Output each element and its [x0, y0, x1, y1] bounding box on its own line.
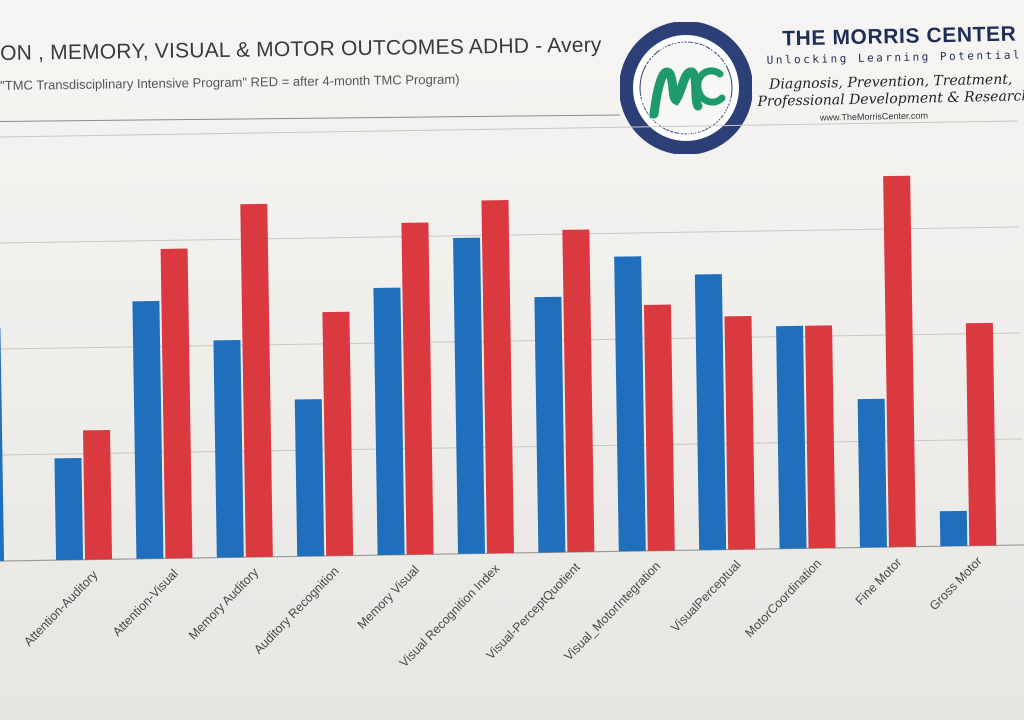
x-tick-label-0: Attention-Auditory — [21, 567, 101, 649]
bar-before-1 — [132, 300, 164, 559]
x-tick-label-8: VisualPerceptual — [668, 558, 743, 635]
bar-partial-before — [0, 327, 5, 562]
x-tick-label-2: Memory Auditory — [186, 565, 262, 643]
seal-c-mark — [694, 67, 726, 106]
bar-after-10 — [883, 175, 916, 548]
bar-after-4 — [401, 222, 434, 555]
bar-after-7 — [643, 304, 675, 551]
bar-before-5 — [453, 237, 486, 554]
bar-before-9 — [776, 325, 807, 549]
x-tick-label-4: Memory Visual — [355, 563, 422, 632]
bar-after-0 — [83, 429, 113, 560]
bar-after-5 — [481, 200, 514, 554]
bar-before-6 — [534, 296, 566, 553]
bar-before-7 — [614, 256, 646, 552]
x-tick-label-1: Attention-Visual — [110, 567, 181, 639]
bar-after-8 — [724, 316, 756, 550]
bar-after-1 — [160, 248, 193, 559]
bar-before-8 — [694, 274, 727, 551]
bar-after-11 — [965, 322, 997, 546]
bar-before-4 — [373, 287, 405, 556]
bar-before-11 — [939, 510, 968, 547]
x-tick-label-11: Gross Motor — [927, 554, 985, 613]
bar-before-10 — [857, 398, 887, 548]
x-tick-label-10: Fine Motor — [853, 555, 905, 608]
x-tick-label-3: Auditory Recognition — [251, 564, 341, 657]
bar-after-6 — [562, 229, 595, 553]
gridline — [0, 226, 1019, 244]
plot-area: Attention-Auditory Attention-Visual Memory… — [0, 120, 1024, 670]
gridline — [0, 120, 1018, 138]
x-tick-label-9: MotorCoordination — [742, 556, 824, 640]
bar-before-0 — [54, 457, 84, 561]
bar-after-3 — [322, 311, 354, 556]
bar-before-3 — [294, 399, 325, 557]
morris-center-seal-logo: THE MORRIS CENTER UNLOCKING LEARNING POT… — [620, 22, 752, 154]
bar-after-2 — [240, 203, 273, 558]
bar-after-9 — [805, 325, 836, 549]
bar-before-2 — [213, 339, 244, 558]
